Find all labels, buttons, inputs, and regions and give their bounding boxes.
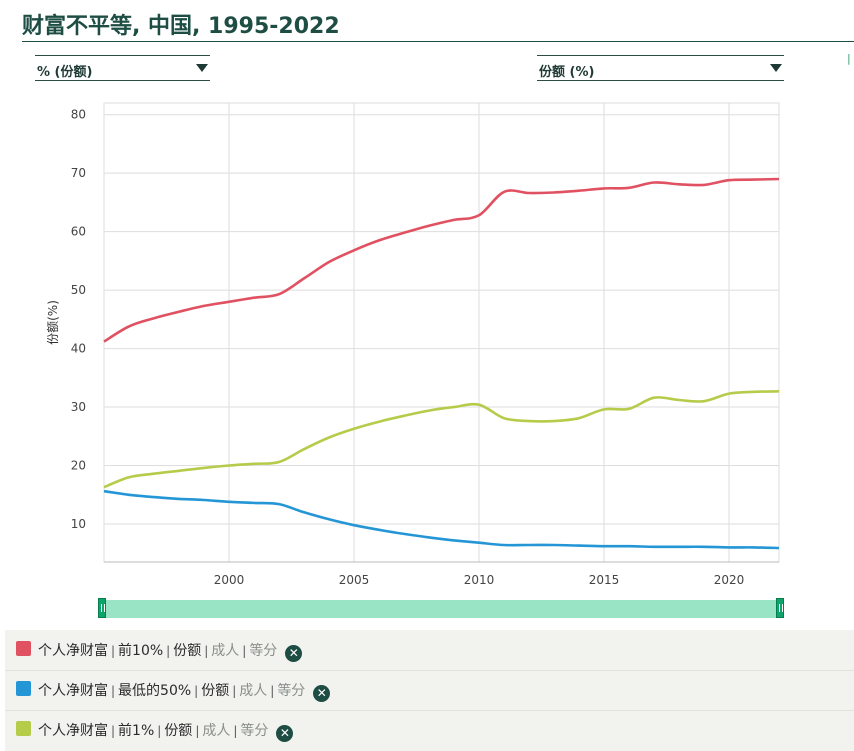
x-tick-label: 2005 <box>339 573 370 585</box>
legend-group: 前10% <box>118 643 164 659</box>
legend-method: 等分 <box>240 723 269 739</box>
line-chart: 10 20 30 40 50 60 70 80 2000 2005 2010 2015 2020 份额(%… <box>46 102 780 585</box>
unit-selector[interactable]: % (份额) <box>35 55 210 81</box>
legend-name: 个人净财富 <box>38 683 108 699</box>
legend-item[interactable]: 个人净财富 | 前10% | 份额 | 成人 | 等分 ✕ <box>5 630 854 671</box>
legend-method: 等分 <box>249 643 278 659</box>
y-tick-label: 10 <box>71 517 86 531</box>
y-tick-label: 80 <box>71 108 86 122</box>
series-color-swatch <box>16 681 31 696</box>
legend-measure: 份额 <box>164 723 193 739</box>
title-divider <box>22 41 854 42</box>
chevron-down-icon <box>770 64 782 72</box>
legend-group: 最低的50% <box>118 683 192 699</box>
legend-population: 成人 <box>211 643 240 659</box>
series-color-swatch <box>16 721 31 736</box>
time-range-slider[interactable] <box>98 600 784 618</box>
legend-population: 成人 <box>202 723 231 739</box>
legend-measure: 份额 <box>173 643 202 659</box>
legend-method: 等分 <box>277 683 306 699</box>
series-color-swatch <box>16 641 31 656</box>
measure-selector-value: 份额 (%) <box>539 65 595 80</box>
y-axis-label: 份额(%) <box>46 300 60 345</box>
legend-label: 个人净财富 | 最低的50% | 份额 | 成人 | 等分 ✕ <box>38 680 331 702</box>
legend-label: 个人净财富 | 前1% | 份额 | 成人 | 等分 ✕ <box>38 720 294 742</box>
close-icon[interactable]: ✕ <box>313 685 331 702</box>
chart-lines <box>103 177 780 550</box>
legend-name: 个人净财富 <box>38 723 108 739</box>
y-tick-label: 40 <box>71 342 86 356</box>
chart-axes: 10 20 30 40 50 60 70 80 2000 2005 2010 2015 2020 份额(%… <box>46 108 779 585</box>
y-tick-label: 60 <box>71 225 86 239</box>
range-start-handle[interactable] <box>98 598 106 618</box>
chevron-down-icon <box>196 64 208 72</box>
x-tick-label: 2010 <box>464 573 495 585</box>
legend-population: 成人 <box>239 683 268 699</box>
series-line[interactable] <box>103 390 780 489</box>
legend-item[interactable]: 个人净财富 | 最低的50% | 份额 | 成人 | 等分 ✕ <box>5 670 854 711</box>
x-tick-label: 2000 <box>214 573 245 585</box>
chart-grid <box>103 102 780 563</box>
series-line[interactable] <box>103 177 780 343</box>
series-line[interactable] <box>103 489 780 550</box>
page-title: 财富不平等, 中国, 1995-2022 <box>22 14 340 39</box>
y-tick-label: 20 <box>71 459 86 473</box>
plot-frame <box>103 102 780 563</box>
legend-name: 个人净财富 <box>38 643 108 659</box>
legend-label: 个人净财富 | 前10% | 份额 | 成人 | 等分 ✕ <box>38 640 303 662</box>
edge-indicator-icon: | <box>847 52 851 65</box>
close-icon[interactable]: ✕ <box>285 645 303 662</box>
range-end-handle[interactable] <box>776 598 784 618</box>
legend-panel: 个人净财富 | 前10% | 份额 | 成人 | 等分 ✕ 个人净财富 | 最低的50% | 份额 | 成人 |… <box>5 630 854 751</box>
x-tick-label: 2015 <box>589 573 620 585</box>
close-icon[interactable]: ✕ <box>276 725 294 742</box>
x-tick-label: 2020 <box>714 573 745 585</box>
measure-selector[interactable]: 份额 (%) <box>537 55 784 81</box>
y-tick-label: 50 <box>71 283 86 297</box>
y-tick-label: 30 <box>71 400 86 414</box>
unit-selector-value: % (份额) <box>37 65 93 80</box>
y-tick-label: 70 <box>71 166 86 180</box>
legend-group: 前1% <box>118 723 155 739</box>
legend-item[interactable]: 个人净财富 | 前1% | 份额 | 成人 | 等分 ✕ <box>5 710 854 750</box>
legend-measure: 份额 <box>201 683 230 699</box>
